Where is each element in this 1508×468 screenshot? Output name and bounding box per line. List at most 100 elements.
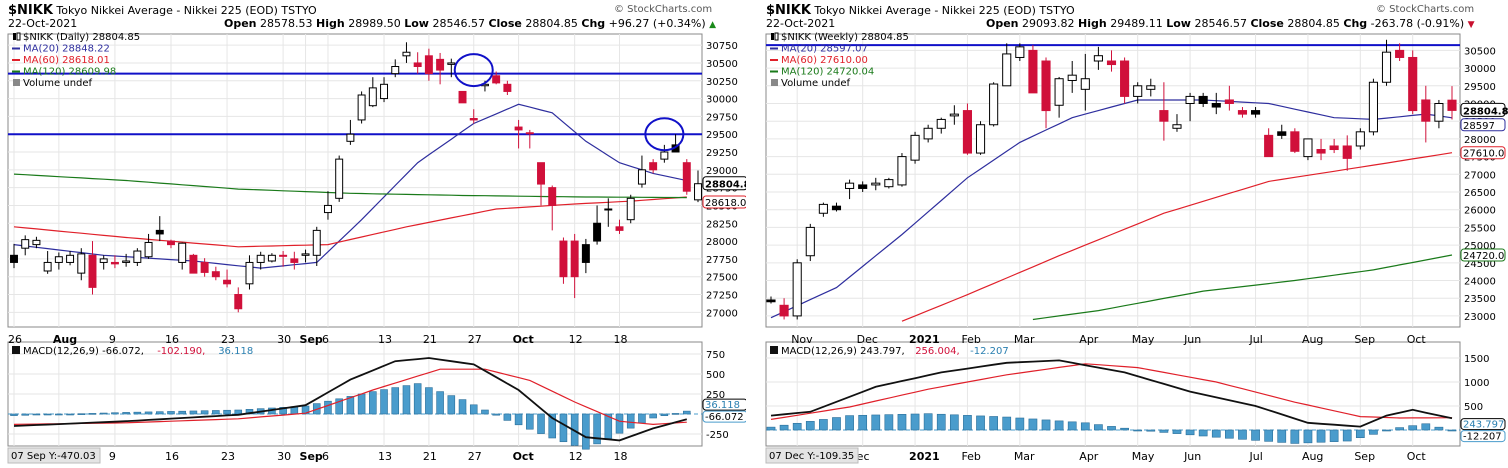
ma-price-label: 24720.0 — [1463, 251, 1504, 262]
price-panel-frame — [7, 33, 703, 328]
macd-histogram-bar — [458, 399, 467, 415]
candle-body — [581, 244, 590, 263]
daily-high-value: 28989.50 — [348, 17, 401, 30]
candle-body — [1120, 60, 1130, 97]
macd-legend-swatch — [770, 346, 778, 354]
macd-histogram-bar — [683, 410, 691, 415]
candle-body — [503, 83, 512, 92]
macd-legend-name: MACD(12,26,9) -66.072, — [23, 346, 144, 357]
candle-body — [1316, 149, 1326, 154]
candle-body — [936, 118, 946, 129]
x-axis-label: 9 — [109, 333, 116, 346]
candle-body — [537, 162, 545, 185]
macd-histogram-bar — [1238, 429, 1247, 440]
daily-symbol: $NIKK — [8, 3, 53, 18]
macd-histogram-bar — [1369, 429, 1378, 435]
macd-histogram-bar — [1172, 429, 1182, 434]
candle-body — [1080, 78, 1090, 90]
macd-histogram-bar — [514, 413, 523, 426]
candle-body — [234, 294, 243, 310]
candle-body — [831, 205, 842, 211]
macd-histogram-bar — [1159, 429, 1169, 433]
candle-body — [1395, 49, 1405, 58]
weekly-chg-arrow: ▼ — [1467, 20, 1475, 30]
candle-body — [10, 254, 18, 263]
weekly-brand-watermark: © StockCharts.com — [1376, 4, 1475, 15]
candle-body — [1408, 56, 1418, 112]
macd-histogram-bar — [1211, 429, 1221, 438]
macd-histogram-bar — [413, 383, 422, 415]
macd-histogram-bar — [346, 396, 355, 415]
candle-body — [615, 226, 624, 231]
candle-body — [21, 239, 30, 249]
macd-tick-label: 250 — [706, 390, 725, 401]
weekly-chg-label: Chg — [1343, 17, 1368, 30]
macd-x-axis-label: 2021 — [909, 450, 940, 463]
macd-tick-label: 750 — [706, 350, 725, 361]
candle-body — [766, 299, 776, 303]
candle-body — [694, 183, 702, 201]
x-axis-label: Jun — [1183, 333, 1201, 346]
candle-body — [368, 87, 377, 107]
macd-x-axis-label: Aug — [1302, 450, 1323, 463]
candle-body — [413, 62, 422, 67]
candle-body — [279, 254, 288, 257]
candle-body — [975, 124, 986, 154]
candle-body — [626, 197, 635, 221]
macd-x-axis-label: Feb — [961, 450, 980, 463]
macd-histogram-bar — [1225, 429, 1234, 439]
macd-x-axis-label: ec — [857, 450, 870, 463]
candle-body — [110, 261, 119, 265]
candle-body — [1002, 53, 1012, 87]
x-axis-label: 23 — [221, 333, 235, 346]
daily-ohlc-line: Open 28578.53 High 28989.50 Low 28546.57… — [224, 17, 716, 30]
price-tick-label: 27500 — [706, 273, 738, 284]
legend-entry: MA(120) 28609.98 — [23, 67, 116, 78]
macd-histogram-bar — [111, 412, 119, 415]
weekly-date: 22-Oct-2021 — [766, 17, 836, 30]
candle-body — [1224, 99, 1234, 104]
macd-legend-swatch — [12, 346, 20, 354]
macd-histogram-bar — [1133, 429, 1143, 432]
weekly-title-line: $NIKK Tokyo Nikkei Average - Nikkei 225 … — [766, 3, 1075, 18]
weekly-symbol: $NIKK — [766, 3, 811, 18]
macd-histogram-bar — [77, 413, 86, 415]
macd-histogram-bar — [649, 413, 657, 419]
macd-tick-label: 500 — [706, 370, 725, 381]
price-tick-label: 23500 — [1464, 294, 1496, 305]
candle-body — [133, 250, 142, 263]
macd-histogram-bar — [548, 413, 557, 439]
last-price-label: 28804.8 — [1463, 106, 1508, 117]
candle-body — [178, 242, 187, 263]
candle-body — [1198, 95, 1208, 104]
macd-value-tag — [1460, 418, 1506, 431]
weekly-high-label: High — [1078, 17, 1107, 30]
daily-chg-arrow: ▲ — [709, 20, 717, 30]
legend-entry: $NIKK (Weekly) 28804.85 — [781, 32, 909, 43]
price-tick-label: 29750 — [706, 112, 738, 123]
macd-histogram-bar — [963, 415, 972, 431]
daily-index-name: Tokyo Nikkei Average - Nikkei 225 (EOD) — [56, 4, 278, 17]
macd-histogram-bar — [1094, 424, 1103, 431]
legend-swatch — [16, 32, 21, 41]
x-axis-label: Aug — [53, 333, 77, 346]
candle-body — [1093, 55, 1103, 62]
candle-body — [660, 151, 669, 160]
macd-histogram-bar — [1028, 418, 1038, 431]
candle-body — [312, 229, 321, 256]
macd-histogram-bar — [1080, 422, 1090, 431]
moving-average-ma20 — [770, 99, 1453, 319]
macd-histogram-bar — [155, 411, 164, 415]
macd-histogram-bar — [178, 410, 186, 415]
macd-legend-signal: 256.004, — [915, 346, 960, 357]
candle-body — [492, 75, 501, 84]
price-tick-label: 26000 — [1464, 206, 1496, 217]
candle-body — [1028, 49, 1038, 94]
macd-legend-name: MACD(12,26,9) 243.797, — [781, 346, 905, 357]
macd-histogram-bar — [21, 413, 29, 416]
candle-body — [245, 261, 254, 285]
candle-body — [469, 118, 478, 121]
candle-body — [604, 208, 613, 211]
candle-body — [1342, 145, 1352, 159]
candle-body — [77, 253, 86, 274]
